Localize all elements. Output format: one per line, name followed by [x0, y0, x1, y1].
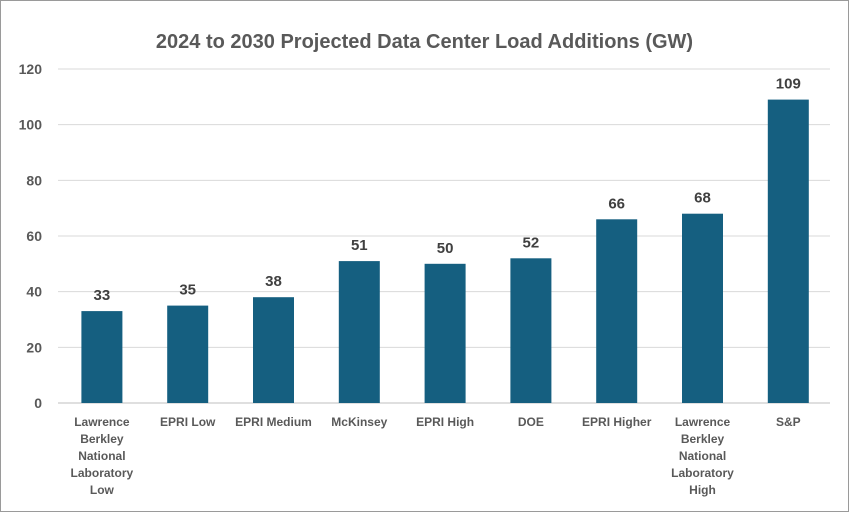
data-label: 33 [94, 287, 111, 304]
category-label: Lawrence Berkley National Laboratory High [671, 415, 734, 497]
y-tick-label: 40 [26, 284, 42, 300]
category-label: Lawrence Berkley National Laboratory Low [71, 415, 134, 497]
y-tick-label: 120 [19, 61, 43, 77]
category-label: DOE [518, 415, 544, 429]
bar [596, 219, 638, 403]
category-label: EPRI Medium [235, 415, 312, 429]
category-label: EPRI Higher [582, 415, 652, 429]
bar [338, 261, 380, 403]
bar [253, 297, 294, 403]
data-label: 35 [179, 282, 196, 299]
data-label: 38 [265, 273, 282, 290]
data-label: 50 [437, 240, 454, 257]
data-label: 52 [523, 234, 540, 251]
y-tick-label: 0 [34, 395, 42, 411]
y-tick-label: 100 [19, 117, 43, 133]
category-label: McKinsey [331, 415, 387, 429]
data-label: 68 [694, 190, 711, 207]
y-tick-label: 80 [26, 172, 42, 188]
data-label: 109 [776, 76, 801, 93]
chart-title: 2024 to 2030 Projected Data Center Load … [155, 31, 694, 53]
data-label: 66 [608, 195, 625, 212]
bar [767, 99, 809, 403]
x-axis: Lawrence Berkley National Laboratory Low EPRI… [71, 415, 801, 497]
bars [81, 99, 809, 403]
category-label: EPRI Low [160, 415, 216, 429]
bar [424, 263, 466, 403]
y-tick-label: 20 [26, 339, 42, 355]
bar [682, 213, 723, 403]
bar [167, 305, 209, 403]
category-label: S&P [776, 415, 801, 429]
data-label: 51 [351, 237, 368, 254]
data-labels: 33 35 38 51 50 52 66 68 109 [94, 76, 801, 305]
bar [510, 258, 552, 403]
y-tick-label: 60 [26, 228, 42, 244]
bar [81, 311, 123, 403]
category-label: EPRI High [416, 415, 474, 429]
